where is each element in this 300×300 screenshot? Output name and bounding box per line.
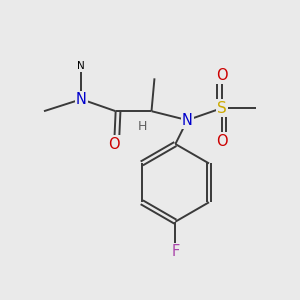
Text: O: O xyxy=(216,134,227,148)
Text: N: N xyxy=(76,92,87,107)
Text: F: F xyxy=(171,244,179,259)
Text: N: N xyxy=(182,112,193,128)
Text: N: N xyxy=(77,61,85,71)
Text: O: O xyxy=(216,68,227,83)
Text: H: H xyxy=(138,120,147,133)
Text: S: S xyxy=(217,101,226,116)
Text: O: O xyxy=(108,136,120,152)
Text: N: N xyxy=(76,92,87,107)
